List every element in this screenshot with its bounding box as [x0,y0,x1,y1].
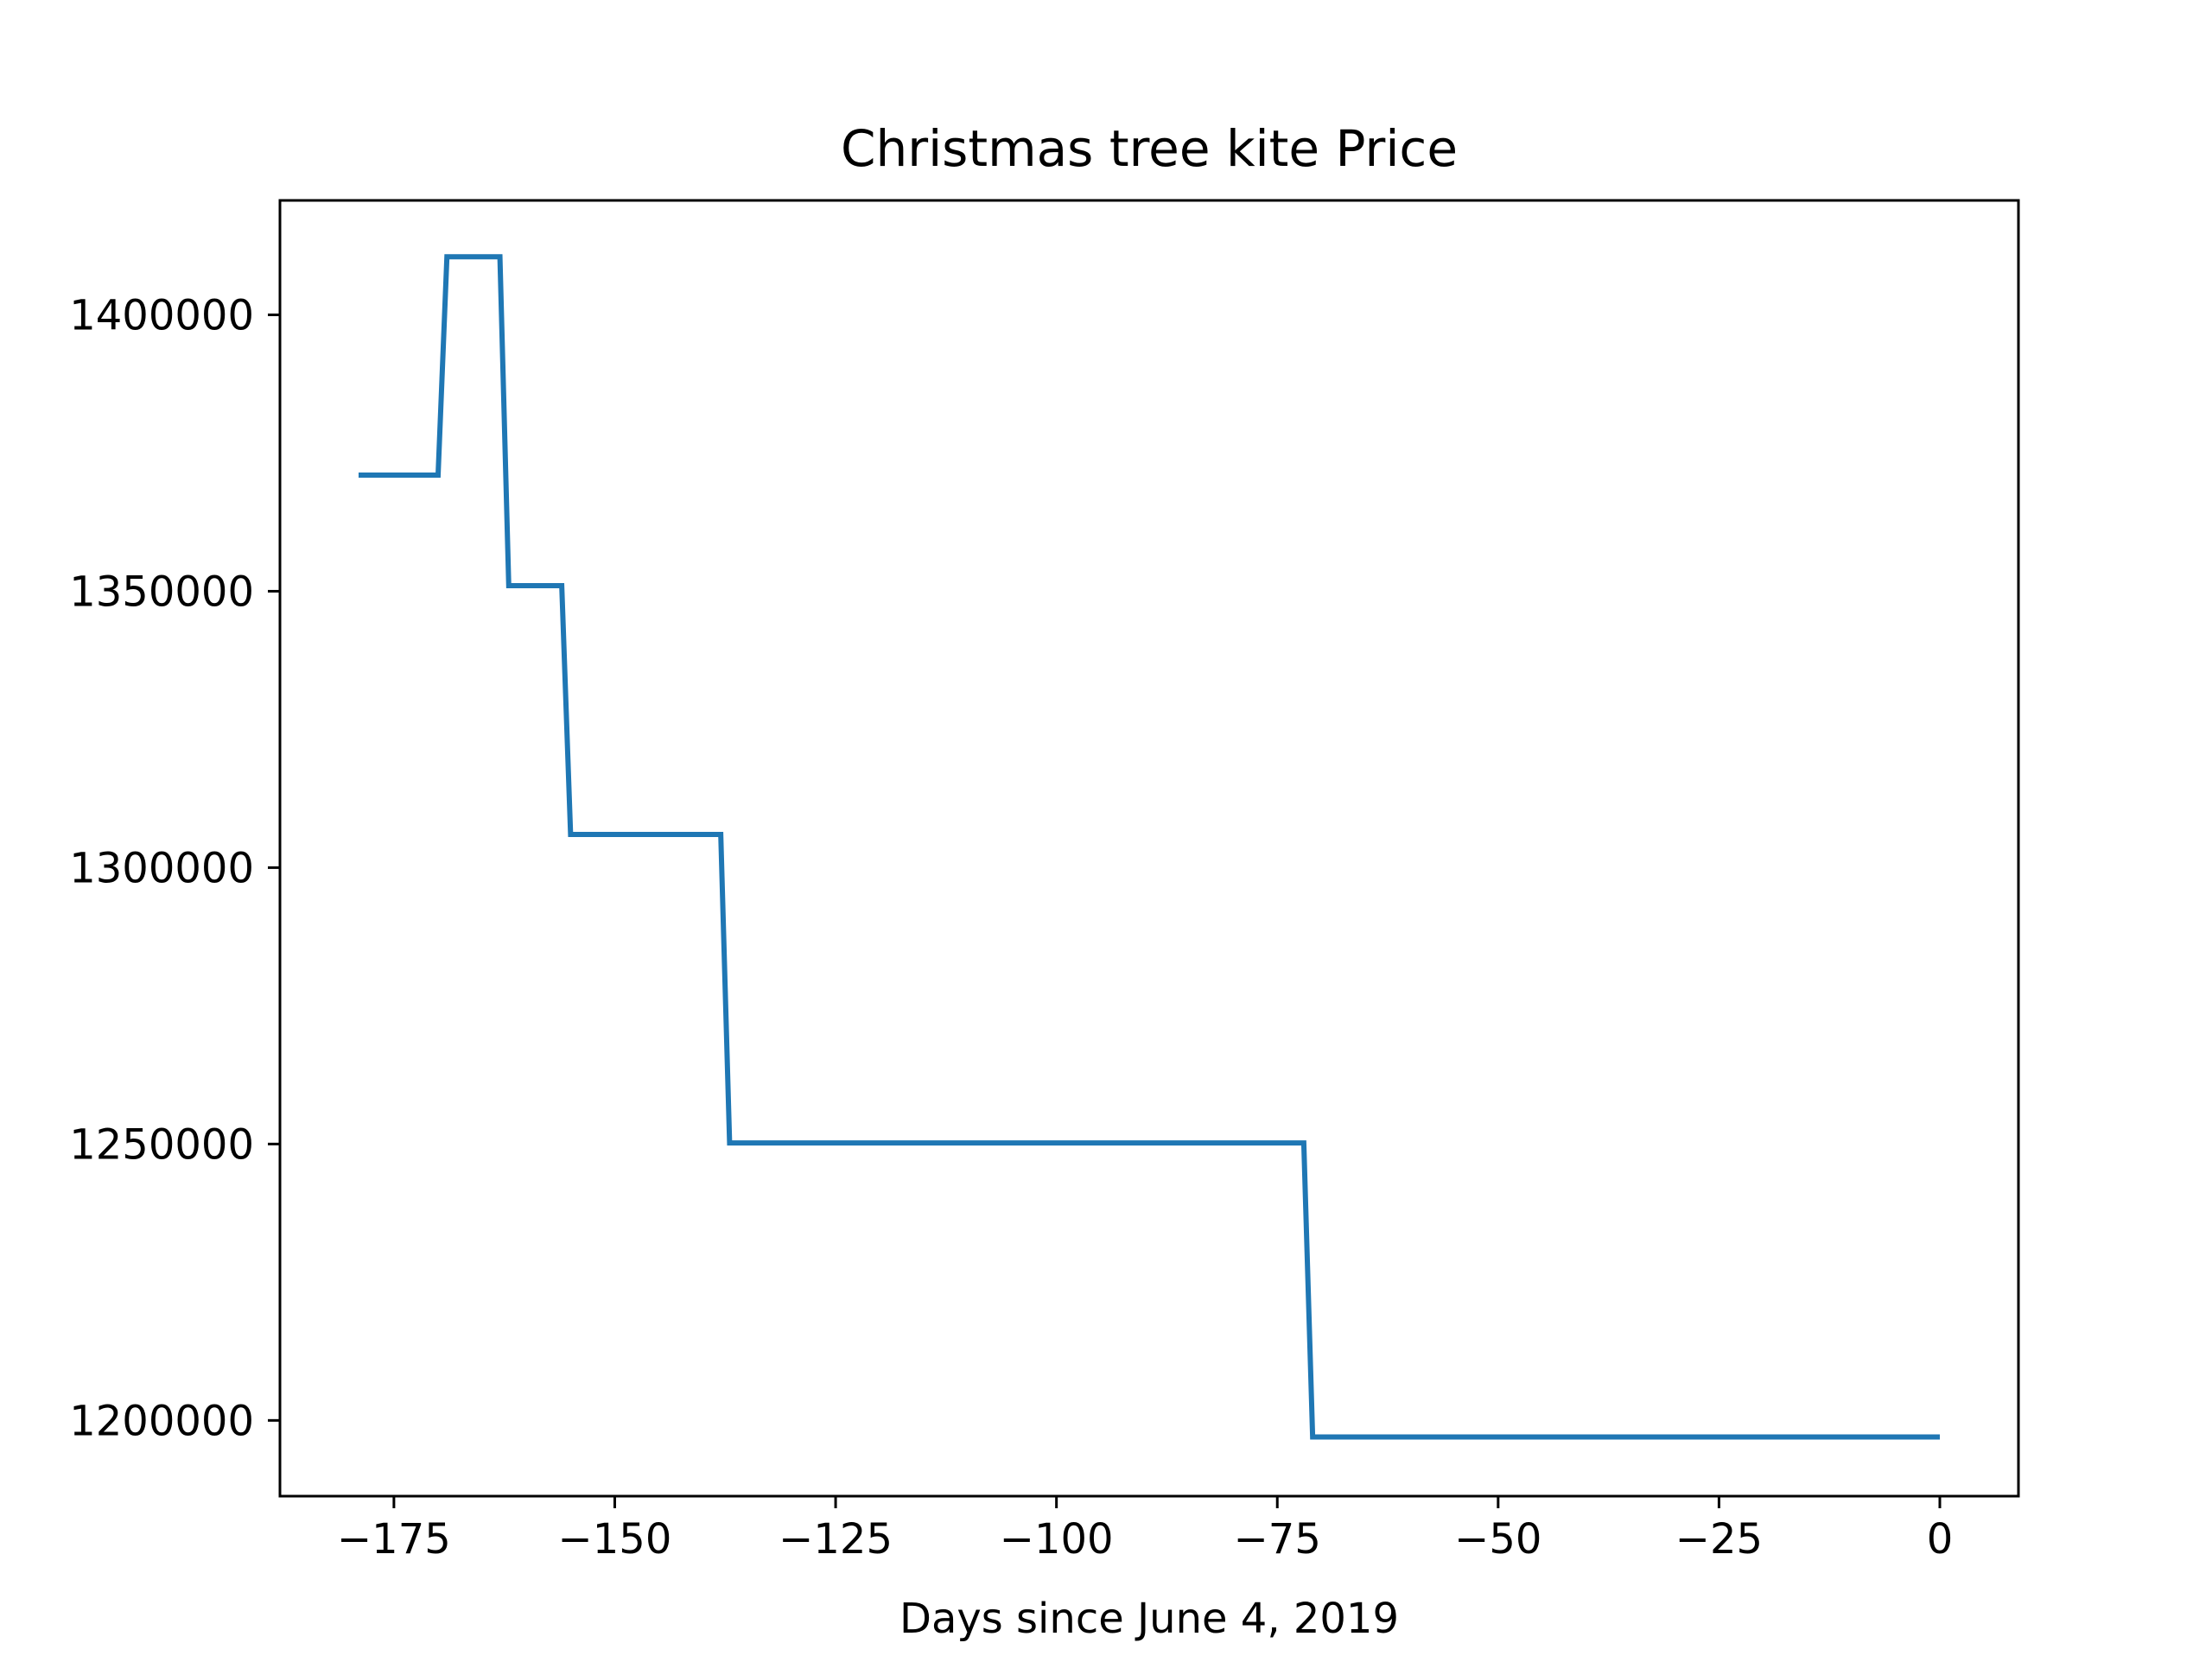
y-tick-label: 1250000 [69,1120,254,1169]
x-tick-label: −125 [779,1515,893,1564]
x-tick-label: 0 [1927,1515,1954,1564]
series-line [358,254,1941,1440]
axes-frame [278,199,2020,1498]
chart-title: Christmas tree kite Price [841,119,1458,178]
x-tick-label: −100 [1000,1515,1114,1564]
x-tick-label: −25 [1675,1515,1763,1564]
x-tick-label: −50 [1454,1515,1541,1564]
x-tick-label: −175 [337,1515,451,1564]
x-axis-label: Days since June 4, 2019 [899,1595,1399,1643]
x-tick-label: −75 [1234,1515,1321,1564]
y-tick-label: 1400000 [69,291,254,339]
y-tick-label: 1200000 [69,1397,254,1445]
plot-area: −175 −150 −125 −100 −75 −50 −25 0 1200000 1250000… [69,199,2020,1564]
x-tick-label: −150 [558,1515,672,1564]
y-tick-label: 1350000 [69,568,254,616]
y-tick-label: 1300000 [69,844,254,892]
